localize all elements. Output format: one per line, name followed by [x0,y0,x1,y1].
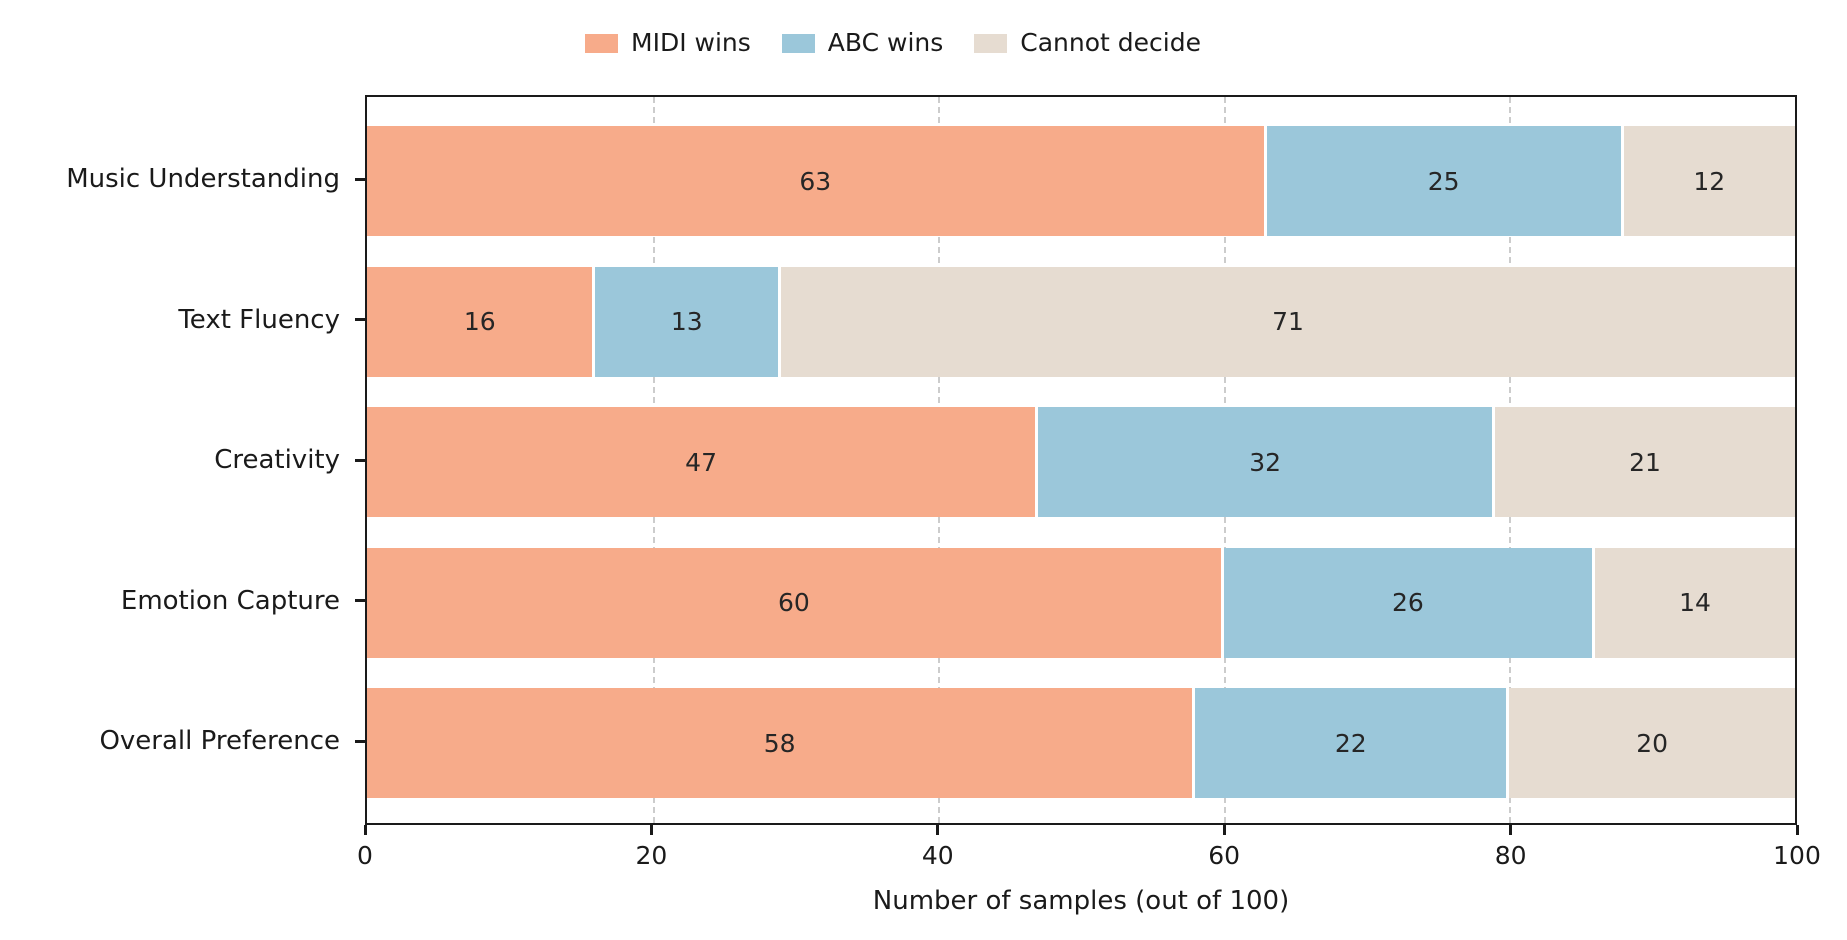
bar-value-label: 21 [1629,447,1661,477]
legend-swatch-cannot-decide [974,33,1008,53]
bar-segment-cannot-decide: 12 [1623,126,1795,236]
x-tick-label-60: 60 [1208,841,1241,870]
legend: MIDI wins ABC wins Cannot decide [585,28,1201,58]
x-tick-label-20: 20 [635,841,668,870]
y-tick-mark [355,458,365,462]
y-tick-label-music-understanding: Music Understanding [66,164,340,194]
x-tick-mark-20 [649,825,653,835]
bar-segment-abc-wins: 26 [1223,547,1596,658]
y-tick-mark [355,739,365,743]
x-tick-mark-80 [1509,825,1513,835]
bar-segment-midi-wins: 16 [367,266,596,377]
bar-segment-midi-wins: 47 [367,407,1039,517]
x-tick-label-80: 80 [1494,841,1527,870]
legend-swatch-abc-wins [781,33,815,53]
bar-segment-abc-wins: 32 [1038,407,1496,517]
y-tick-label-emotion-capture: Emotion Capture [120,585,340,616]
bar-segment-midi-wins: 58 [367,688,1196,798]
y-tick-mark [355,599,365,602]
x-tick-mark-0 [363,825,367,835]
bar-value-label: 16 [463,307,496,336]
bar-row-text-fluency: 16 13 71 [367,266,1795,377]
bar-value-label: 71 [1272,307,1304,336]
bar-segment-midi-wins: 63 [367,126,1267,236]
bar-value-label: 22 [1334,728,1367,758]
bar-segment-cannot-decide: 14 [1595,547,1795,658]
x-axis-title: Number of samples (out of 100) [872,886,1290,916]
bar-value-label: 32 [1249,447,1282,477]
bar-segment-midi-wins: 60 [367,547,1224,658]
x-tick-label-100: 100 [1773,841,1821,870]
legend-label: ABC wins [827,28,944,57]
bar-value-label: 47 [685,447,717,477]
y-tick-label-overall-preference: Overall Preference [99,726,340,756]
bar-row-music-understanding: 63 25 12 [367,126,1795,236]
legend-item-midi-wins: MIDI wins [585,28,751,58]
x-tick-mark-40 [936,825,940,835]
x-tick-mark-60 [1222,825,1226,835]
bar-row-creativity: 47 32 21 [367,407,1795,517]
y-tick-label-creativity: Creativity [214,445,340,475]
x-tick-label-40: 40 [921,841,954,870]
bar-segment-cannot-decide: 20 [1509,688,1795,798]
bar-segment-cannot-decide: 71 [781,266,1795,377]
bar-value-label: 63 [799,166,832,196]
bar-segment-abc-wins: 13 [595,266,782,377]
y-tick-label-text-fluency: Text Fluency [178,304,340,335]
bar-value-label: 26 [1392,588,1424,617]
legend-item-cannot-decide: Cannot decide [974,28,1201,58]
bar-value-label: 25 [1427,166,1460,196]
x-tick-mark-100 [1795,825,1799,835]
bar-segment-abc-wins: 25 [1266,126,1624,236]
y-tick-mark [355,318,365,321]
bar-segment-abc-wins: 22 [1195,688,1510,798]
bar-value-label: 13 [670,307,703,336]
legend-label: Cannot decide [1020,28,1201,57]
bar-row-emotion-capture: 60 26 14 [367,547,1795,658]
bar-value-label: 58 [763,728,796,758]
legend-item-abc-wins: ABC wins [781,28,944,58]
bar-segment-cannot-decide: 21 [1495,407,1795,517]
bar-value-label: 14 [1679,588,1711,617]
legend-label: MIDI wins [631,28,751,57]
bar-row-overall-preference: 58 22 20 [367,688,1795,798]
bar-value-label: 20 [1636,728,1669,758]
bar-value-label: 12 [1693,166,1726,196]
y-tick-mark [355,177,365,181]
bar-value-label: 60 [777,588,810,617]
legend-swatch-midi-wins [585,33,618,53]
x-tick-label-0: 0 [357,841,373,870]
plot-area: 63 25 12 16 13 71 47 32 21 60 26 14 58 22 20 [365,95,1797,825]
